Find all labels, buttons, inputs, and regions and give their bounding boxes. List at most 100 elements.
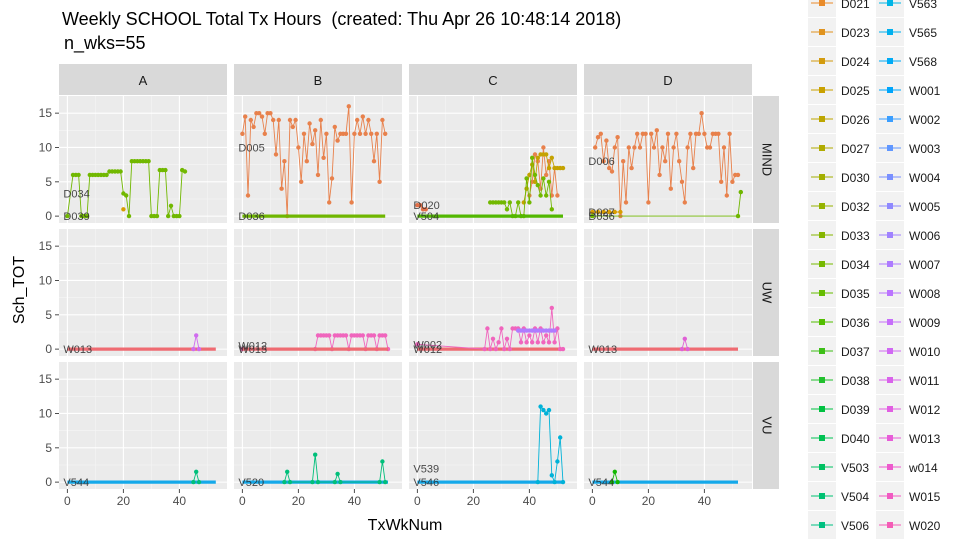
legend-label: D040	[841, 432, 870, 446]
facet-strip-VU	[753, 362, 779, 489]
data-point	[615, 135, 620, 140]
data-point	[524, 176, 529, 181]
data-point	[544, 193, 549, 198]
data-point	[318, 117, 323, 123]
legend-item-D037: D037	[808, 337, 870, 365]
legend-label: D025	[841, 84, 870, 98]
data-point	[618, 209, 623, 215]
legend-label: D033	[841, 229, 870, 243]
data-point	[360, 114, 365, 119]
chart-title: Weekly SCHOOL Total Tx Hours (created: T…	[62, 9, 622, 29]
data-point	[273, 152, 279, 157]
y-tick-label: 15	[39, 372, 53, 386]
legend-item-W011: W011	[876, 366, 940, 394]
series-direct-label: W002	[413, 339, 442, 351]
legend-key-point	[887, 522, 893, 528]
data-point	[527, 333, 532, 338]
legend-key-point	[819, 203, 825, 209]
data-point	[590, 213, 595, 219]
legend-label: V565	[909, 26, 937, 40]
data-point	[154, 213, 160, 219]
data-point	[677, 159, 682, 164]
data-point	[654, 128, 659, 133]
series-direct-label: V544	[63, 477, 89, 489]
data-point	[560, 165, 566, 171]
data-point	[530, 340, 535, 345]
data-point	[499, 326, 504, 331]
data-point	[248, 117, 253, 123]
data-point	[482, 346, 487, 352]
data-point	[546, 179, 552, 184]
data-point	[504, 207, 510, 212]
data-point	[366, 117, 371, 123]
legend-label: W015	[909, 490, 941, 504]
data-point	[612, 469, 617, 474]
data-point	[363, 131, 368, 136]
data-point	[343, 131, 349, 136]
legend-key-point	[887, 348, 893, 354]
series-direct-label: D036	[588, 211, 614, 223]
legend-item-D036: D036	[808, 308, 870, 336]
legend-item-D026: D026	[808, 105, 870, 133]
legend-label: W004	[909, 171, 941, 185]
data-point	[315, 172, 321, 178]
legend-label: V568	[909, 55, 937, 69]
panel-data-UW-D: W013	[588, 336, 738, 356]
legend-label: W013	[909, 432, 941, 446]
legend-item-W013: W013	[876, 424, 941, 452]
legend-key-background	[876, 0, 904, 17]
legend-item-W007: W007	[876, 250, 941, 278]
panel-VU-D	[584, 362, 752, 489]
series-direct-label: D005	[238, 142, 264, 154]
data-point	[607, 165, 612, 171]
legend-label: D039	[841, 403, 870, 417]
legend-key-point	[819, 493, 825, 499]
data-point	[332, 479, 337, 485]
x-tick-label: 0	[589, 494, 596, 508]
legend-key-point	[819, 261, 825, 267]
panel-UW-D	[584, 229, 752, 356]
legend-item-D027: D027	[808, 134, 870, 162]
data-point	[679, 179, 685, 184]
panel-VU-C	[409, 362, 577, 489]
data-point	[360, 333, 365, 338]
panel-background	[584, 96, 752, 223]
legend-label: W010	[909, 345, 941, 359]
data-point	[65, 213, 70, 219]
legend-label: W008	[909, 287, 941, 301]
data-point	[685, 145, 690, 150]
legend-key-point	[887, 290, 893, 296]
data-point	[555, 193, 560, 198]
legend-label: D027	[841, 142, 870, 156]
data-point	[541, 340, 546, 345]
data-point	[304, 159, 309, 164]
panel-VU-A	[59, 362, 227, 489]
data-point	[549, 155, 554, 160]
data-point	[538, 404, 543, 409]
legend-key-point	[887, 232, 893, 238]
data-point	[355, 117, 360, 123]
series-direct-label: D034	[63, 188, 89, 200]
data-point	[601, 159, 606, 164]
data-point	[612, 209, 617, 215]
legend-item-W002: W002	[876, 105, 941, 133]
panel-data-MIND-A: D034 D039	[63, 159, 188, 223]
data-point	[719, 179, 724, 184]
y-tick-label: 10	[39, 273, 53, 287]
data-point	[595, 135, 601, 140]
data-point	[632, 145, 637, 150]
data-point	[646, 200, 651, 205]
data-point	[371, 159, 377, 164]
panel-data-VU-C: V539 V546	[413, 404, 566, 489]
x-tick-label: 40	[698, 494, 712, 508]
data-point	[182, 169, 188, 174]
legend-label: W005	[909, 200, 941, 214]
data-point	[609, 479, 615, 485]
legend-key-point	[819, 319, 825, 325]
data-point	[535, 155, 540, 160]
data-point	[243, 114, 248, 119]
legend-key-point	[887, 464, 893, 470]
